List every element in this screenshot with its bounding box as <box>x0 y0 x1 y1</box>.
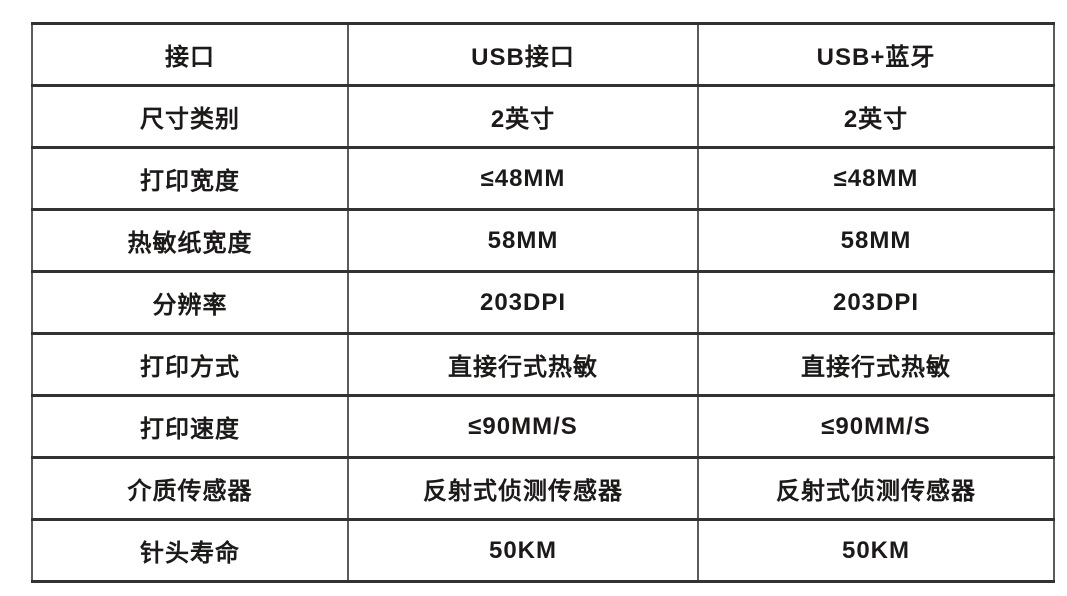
table-row: 尺寸类别 2英寸 2英寸 <box>31 84 1055 149</box>
table-row: 打印速度 ≤90MM/S ≤90MM/S <box>31 394 1055 459</box>
spec-value: 2英寸 <box>347 84 699 149</box>
printer-spec-table: 接口 USB接口 USB+蓝牙 尺寸类别 2英寸 2英寸 打印宽度 ≤48MM ≤48MM 热敏纸… <box>31 22 1055 583</box>
column-header: USB接口 <box>347 22 699 87</box>
spec-value: 50KM <box>347 518 699 583</box>
row-label: 打印方式 <box>31 332 349 397</box>
spec-value: ≤90MM/S <box>697 394 1055 459</box>
table-row: 介质传感器 反射式侦测传感器 反射式侦测传感器 <box>31 456 1055 521</box>
table-row: 针头寿命 50KM 50KM <box>31 518 1055 583</box>
spec-value: 直接行式热敏 <box>347 332 699 397</box>
row-label: 尺寸类别 <box>31 84 349 149</box>
table-row: 热敏纸宽度 58MM 58MM <box>31 208 1055 273</box>
row-label: 打印宽度 <box>31 146 349 211</box>
row-label: 针头寿命 <box>31 518 349 583</box>
spec-value: ≤48MM <box>347 146 699 211</box>
spec-value: 直接行式热敏 <box>697 332 1055 397</box>
spec-value: 2英寸 <box>697 84 1055 149</box>
spec-value: ≤48MM <box>697 146 1055 211</box>
row-label: 热敏纸宽度 <box>31 208 349 273</box>
spec-value: 58MM <box>347 208 699 273</box>
spec-value: 203DPI <box>697 270 1055 335</box>
spec-value: 反射式侦测传感器 <box>347 456 699 521</box>
row-label: 介质传感器 <box>31 456 349 521</box>
table-row: 打印方式 直接行式热敏 直接行式热敏 <box>31 332 1055 397</box>
spec-value: 203DPI <box>347 270 699 335</box>
row-label: 分辨率 <box>31 270 349 335</box>
spec-value: 反射式侦测传感器 <box>697 456 1055 521</box>
spec-value: 50KM <box>697 518 1055 583</box>
table-row: 分辨率 203DPI 203DPI <box>31 270 1055 335</box>
column-header: USB+蓝牙 <box>697 22 1055 87</box>
row-label: 打印速度 <box>31 394 349 459</box>
column-header: 接口 <box>31 22 349 87</box>
header-row: 接口 USB接口 USB+蓝牙 <box>31 22 1055 87</box>
spec-value: 58MM <box>697 208 1055 273</box>
table-row: 打印宽度 ≤48MM ≤48MM <box>31 146 1055 211</box>
spec-value: ≤90MM/S <box>347 394 699 459</box>
